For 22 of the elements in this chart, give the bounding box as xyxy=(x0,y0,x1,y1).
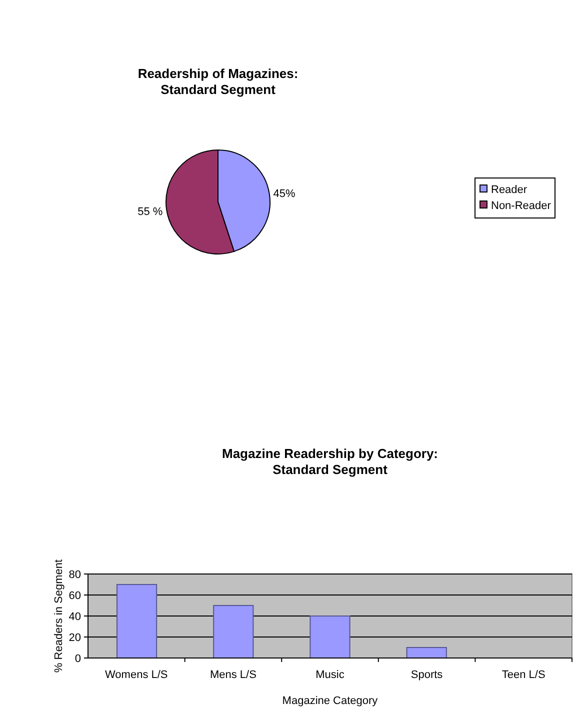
chart-title: Readership of Magazines: Standard Segment xyxy=(138,66,298,97)
y-tick-label: 40 xyxy=(68,611,81,623)
y-tick-label: 20 xyxy=(68,632,81,644)
y-axis-title: % Readers in Segment xyxy=(53,559,65,673)
legend-label: Non-Reader xyxy=(491,200,552,212)
data-label: 45% xyxy=(273,188,296,200)
bar xyxy=(116,584,158,658)
data-label: 55 % xyxy=(138,206,163,218)
bar xyxy=(213,605,254,658)
x-tick-label: Music xyxy=(316,669,345,681)
legend-label: Reader xyxy=(491,184,528,196)
bar xyxy=(310,616,350,658)
x-tick-label: Womens L/S xyxy=(105,669,168,681)
bar xyxy=(406,647,447,658)
y-tick-label: 60 xyxy=(68,590,81,602)
chart-title: Magazine Readership by Category: Standard Segment xyxy=(222,446,438,477)
y-tick-label: 80 xyxy=(68,569,81,581)
x-tick-label: Teen L/S xyxy=(502,669,546,681)
x-tick-label: Sports xyxy=(410,669,444,681)
y-tick-label: 0 xyxy=(74,653,81,665)
x-axis-title: Magazine Category xyxy=(282,695,378,707)
x-tick-label: Mens L/S xyxy=(210,669,256,681)
